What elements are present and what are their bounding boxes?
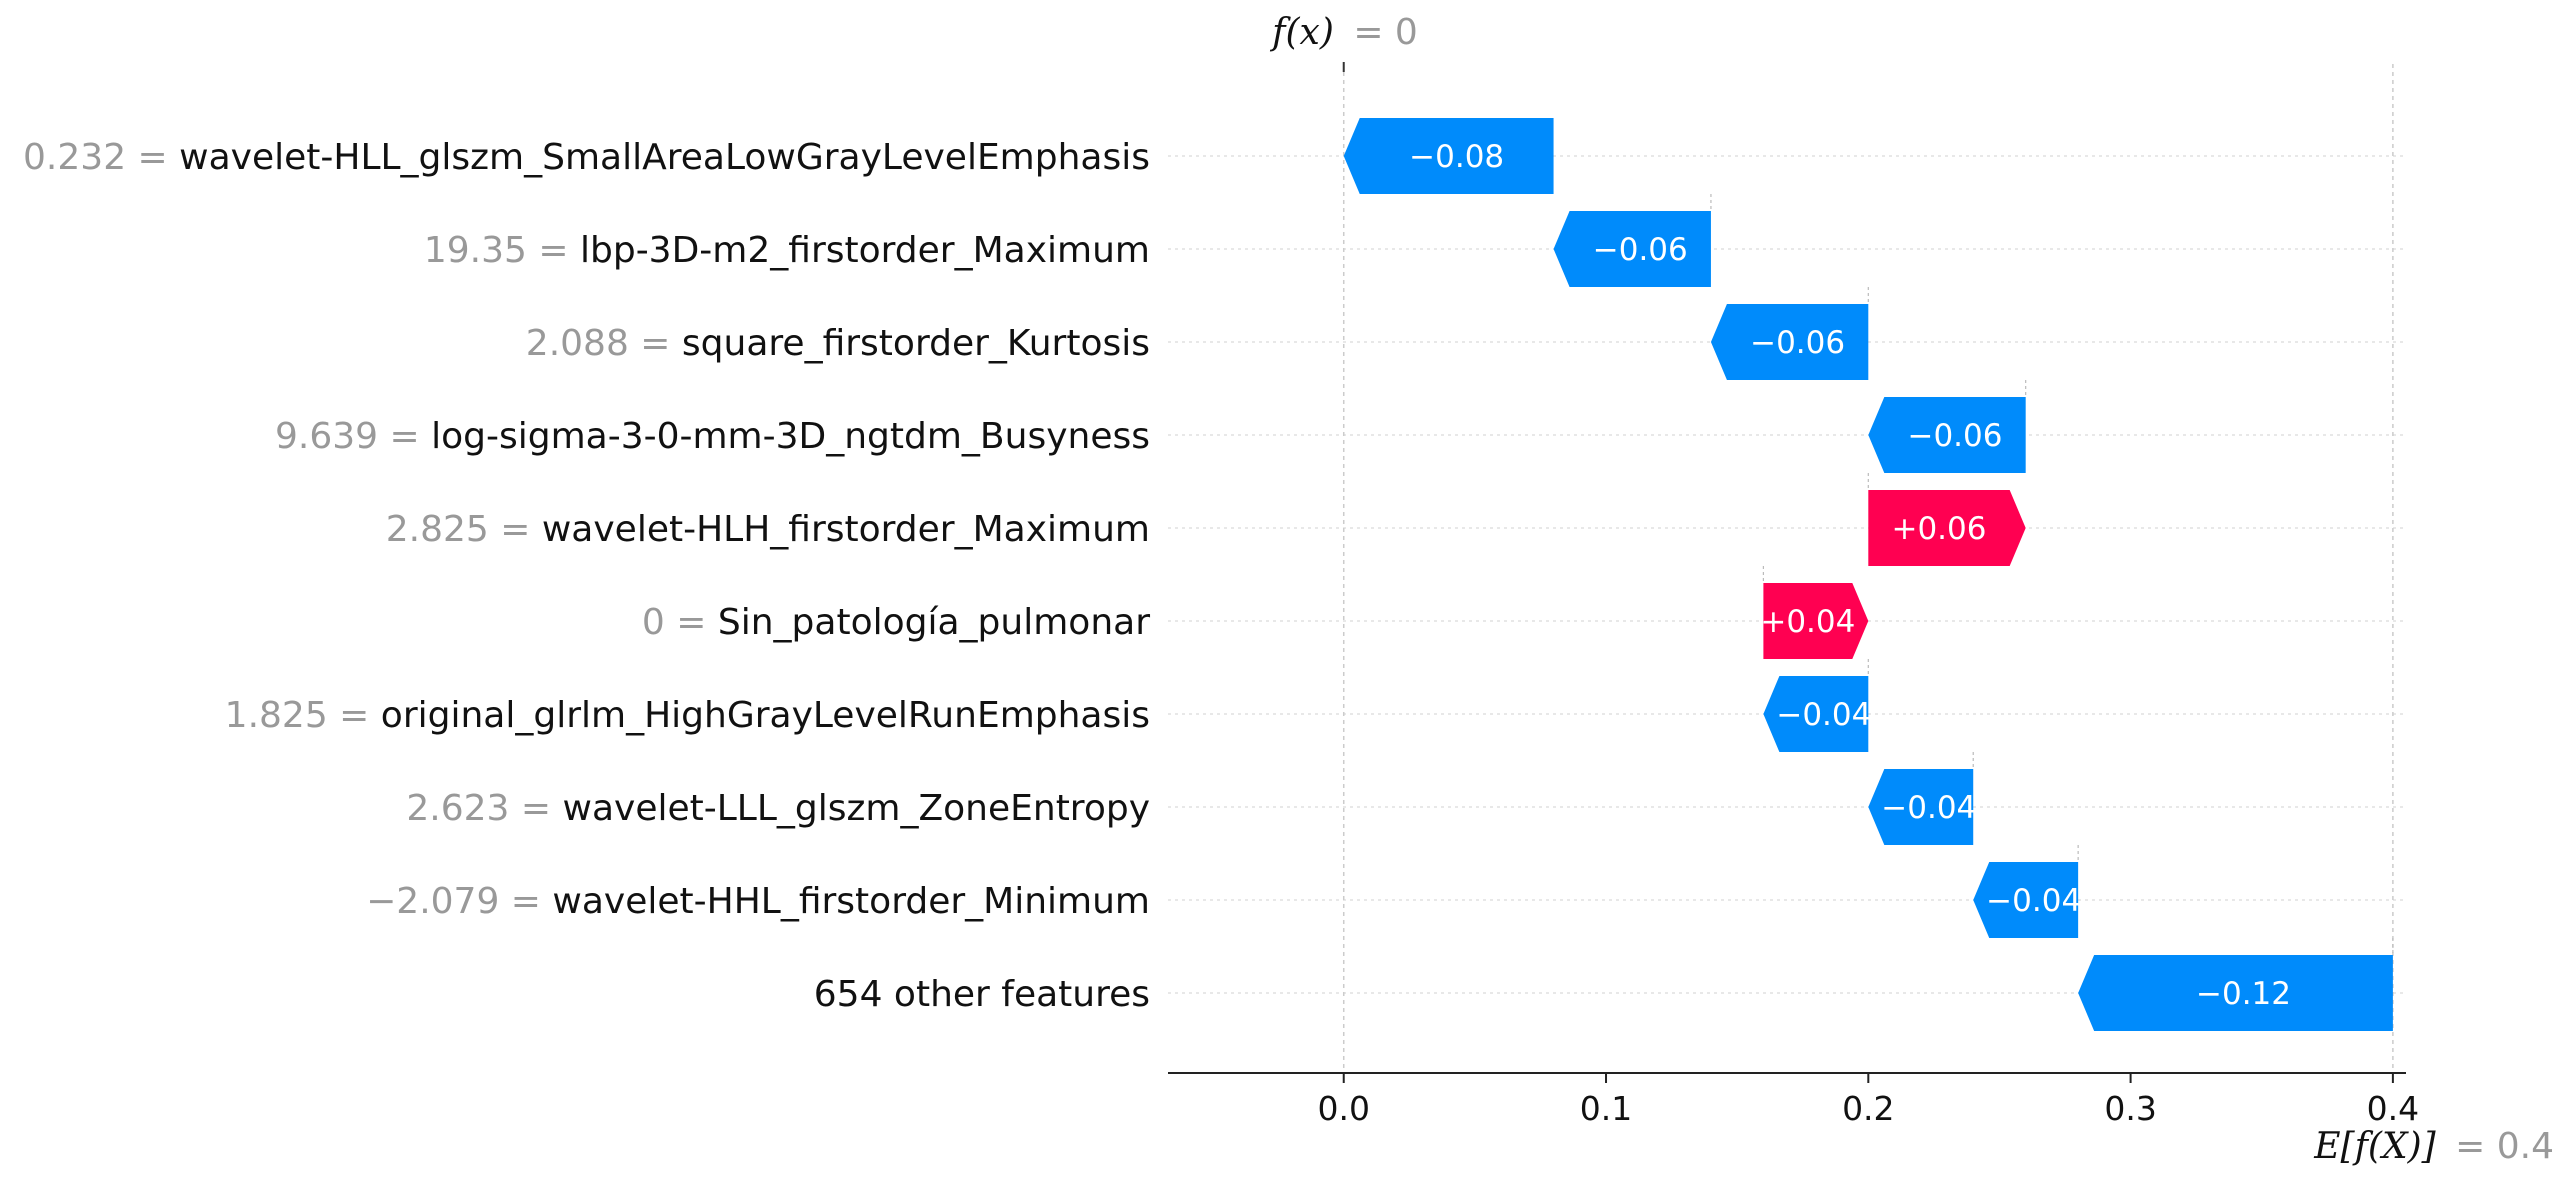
- x-tick-label: 0.3: [2104, 1089, 2156, 1128]
- bar-9: [1973, 862, 2079, 938]
- feature-value: 9.639 =: [275, 416, 431, 457]
- bar-value-label: −0.04: [1881, 790, 1976, 826]
- feature-name: wavelet-HLH_firstorder_Maximum: [542, 509, 1150, 550]
- feature-value: 2.623 =: [406, 788, 562, 829]
- x-tick-label: 0.0: [1317, 1089, 1369, 1128]
- fx-value: = 0: [1353, 12, 1418, 53]
- feature-label: 9.639 = log-sigma-3-0-mm-3D_ngtdm_Busyne…: [275, 416, 1150, 457]
- feature-name: square_firstorder_Kurtosis: [682, 323, 1150, 364]
- ex-annotation: E[f(X)] = 0.4: [2313, 1126, 2554, 1167]
- feature-value: 1.825 =: [225, 695, 381, 736]
- row-gridlines: [1168, 155, 2406, 994]
- bar-7: [1763, 676, 1869, 752]
- feature-value: 19.35 =: [424, 230, 580, 271]
- feature-label: 2.623 = wavelet-LLL_glszm_ZoneEntropy: [406, 788, 1150, 829]
- feature-value: −2.079 =: [366, 881, 552, 922]
- bar-10: [2078, 955, 2393, 1031]
- feature-label: 2.088 = square_firstorder_Kurtosis: [526, 323, 1150, 364]
- feature-label: 2.825 = wavelet-HLH_firstorder_Maximum: [386, 509, 1150, 550]
- feature-name: Sin_patología_pulmonar: [718, 602, 1150, 643]
- ex-value: = 0.4: [2455, 1126, 2554, 1167]
- feature-value: 0.232 =: [23, 137, 179, 178]
- feature-label: 654 other features: [814, 974, 1150, 1015]
- feature-name: log-sigma-3-0-mm-3D_ngtdm_Busyness: [431, 416, 1150, 457]
- feature-label: −2.079 = wavelet-HHL_firstorder_Minimum: [366, 881, 1150, 922]
- bar-value-label: −0.12: [2196, 976, 2291, 1012]
- x-tick-label: 0.2: [1842, 1089, 1894, 1128]
- bar-value-label: −0.06: [1750, 325, 1845, 361]
- fx-annotation: f(x) = 0: [1269, 12, 1418, 53]
- bars: −0.08 −0.06 −0.06 −0.06 +0.06 +0.04 −0.04 −0.04…: [1343, 118, 2393, 1031]
- feature-value: 2.088 =: [526, 323, 682, 364]
- bar-value-label: −0.04: [1986, 883, 2081, 919]
- x-tick-label: 0.1: [1580, 1089, 1632, 1128]
- bar-1: [1343, 118, 1554, 194]
- feature-name: original_glrlm_HighGrayLevelRunEmphasis: [381, 695, 1150, 736]
- reference-lines: [1342, 62, 2394, 1073]
- x-axis: 0.0 0.1 0.2 0.3 0.4: [1168, 1072, 2419, 1128]
- x-tick-label: 0.4: [2367, 1089, 2419, 1128]
- bar-6: [1763, 583, 1869, 659]
- bar-8: [1868, 769, 1974, 845]
- feature-label: 0 = Sin_patología_pulmonar: [642, 602, 1150, 643]
- bar-value-label: +0.04: [1760, 604, 1855, 640]
- bar-2: [1553, 211, 1711, 287]
- bar-3: [1710, 304, 1869, 380]
- feature-labels: 0.232 = wavelet-HLL_glszm_SmallAreaLowGr…: [23, 137, 1150, 1015]
- feature-name: wavelet-LLL_glszm_ZoneEntropy: [563, 788, 1150, 829]
- feature-value: 2.825 =: [386, 509, 542, 550]
- feature-name: wavelet-HLL_glszm_SmallAreaLowGrayLevelE…: [179, 137, 1150, 178]
- bar-value-label: −0.04: [1776, 697, 1871, 733]
- feature-label: 19.35 = lbp-3D-m2_firstorder_Maximum: [424, 230, 1150, 271]
- feature-name: 654 other features: [814, 974, 1150, 1015]
- feature-name: lbp-3D-m2_firstorder_Maximum: [580, 230, 1150, 271]
- bar-5: [1868, 490, 2026, 566]
- bar-value-label: −0.06: [1907, 418, 2002, 454]
- fx-label: f(x): [1269, 12, 1334, 53]
- ex-label: E[f(X)]: [2313, 1126, 2436, 1167]
- feature-value: 0 =: [642, 602, 718, 643]
- bar-4: [1868, 397, 2026, 473]
- bar-value-label: −0.08: [1409, 139, 1504, 175]
- feature-label: 1.825 = original_glrlm_HighGrayLevelRunE…: [225, 695, 1150, 736]
- bar-value-label: +0.06: [1891, 511, 1986, 547]
- feature-label: 0.232 = wavelet-HLL_glszm_SmallAreaLowGr…: [23, 137, 1150, 178]
- feature-name: wavelet-HHL_firstorder_Minimum: [552, 881, 1150, 922]
- bar-value-label: −0.06: [1593, 232, 1688, 268]
